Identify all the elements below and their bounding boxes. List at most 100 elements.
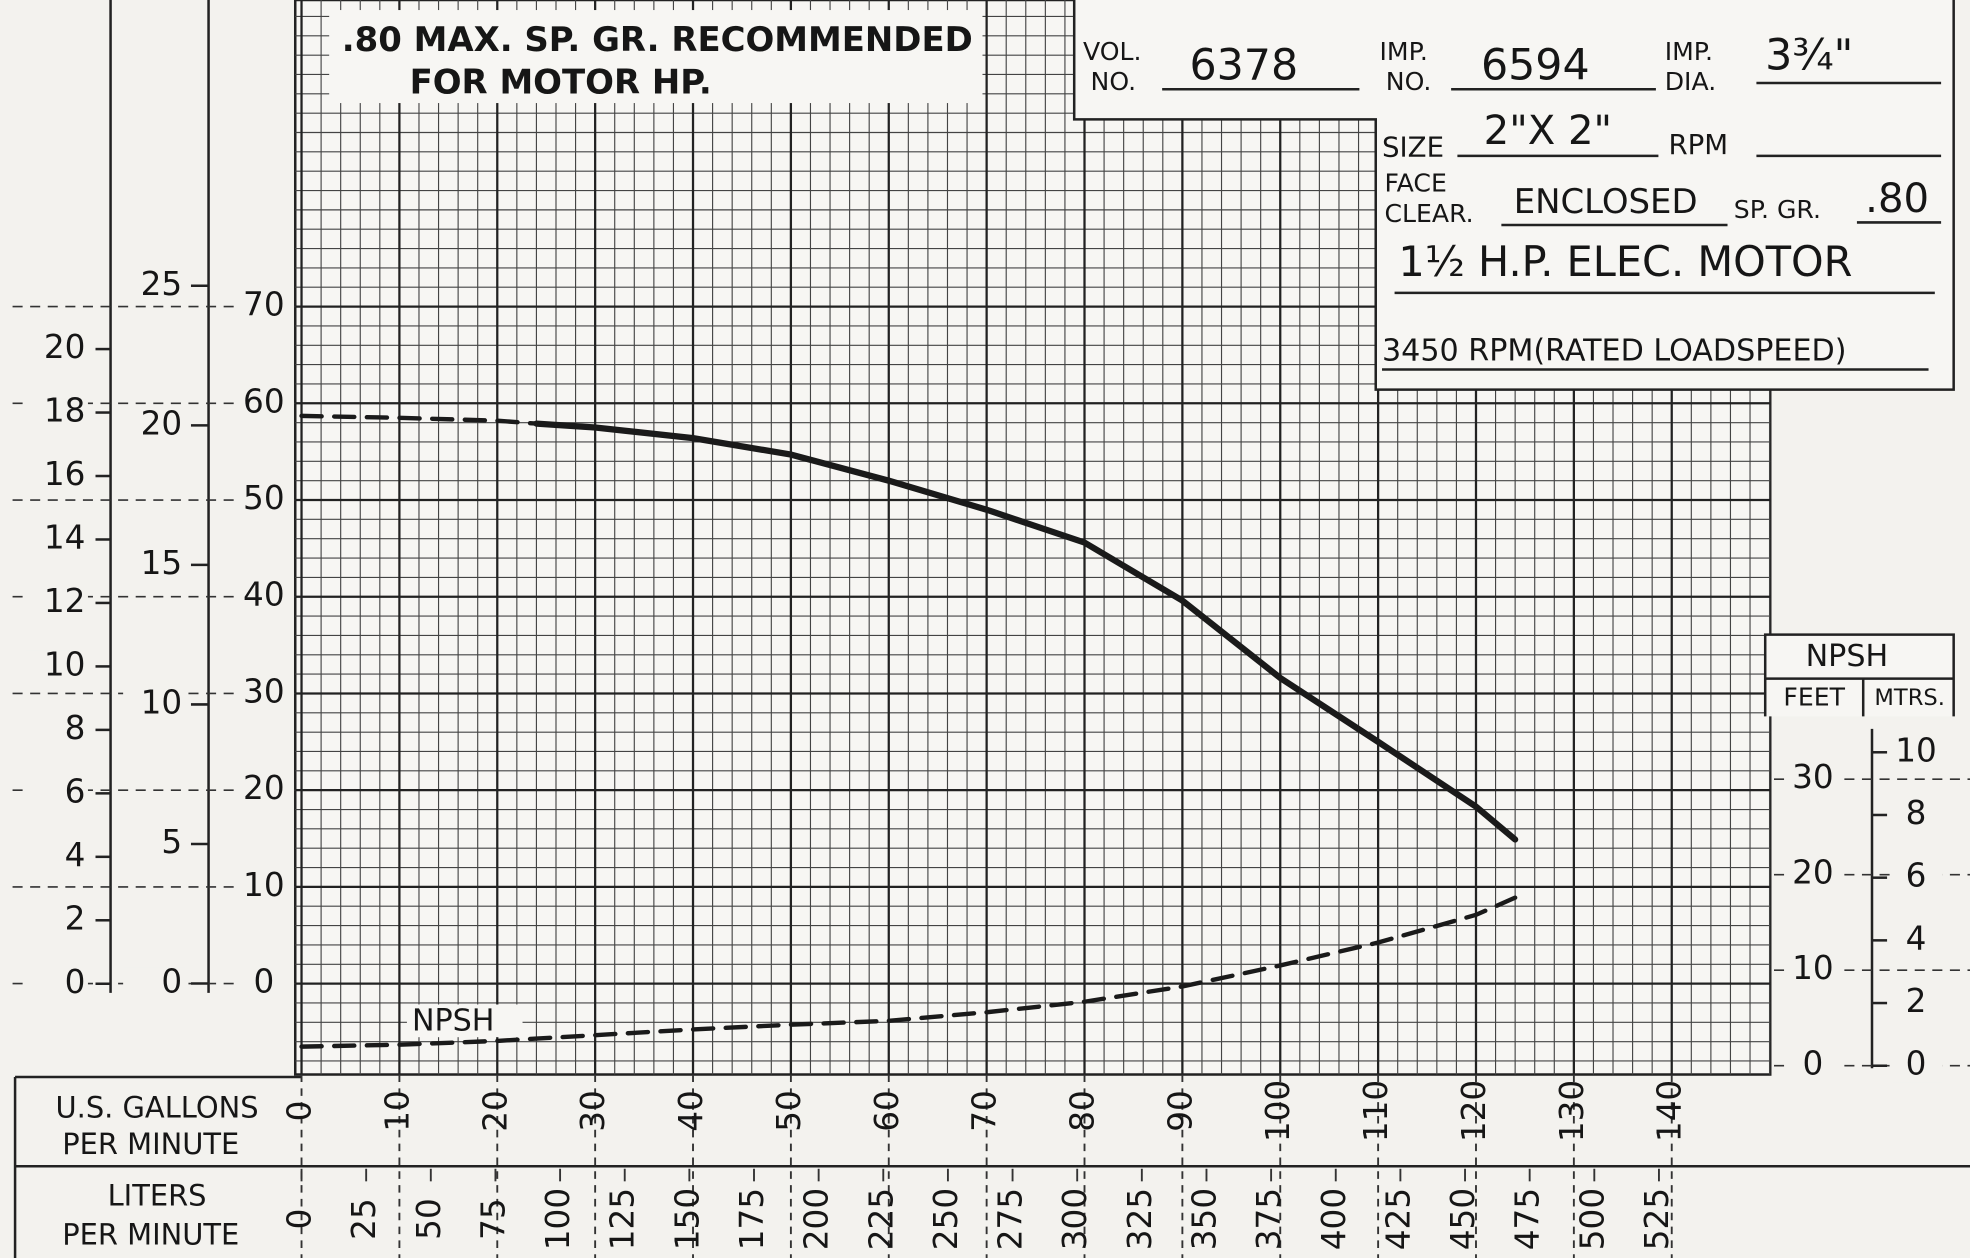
info-label: RPM [1668,128,1728,161]
x-tick-label: 50 [770,1090,808,1132]
x2-tick-label: 400 [1315,1188,1353,1250]
x-tick-label: 140 [1651,1080,1689,1142]
x2-tick-label: 325 [1121,1188,1159,1250]
y-meters-tick-label: 14 [44,518,86,556]
x-tick-label: 60 [868,1090,906,1132]
info-label: FACE [1385,169,1447,198]
label-bg [238,869,289,905]
x2-tick-label: 475 [1509,1188,1547,1250]
label-bg [123,688,186,721]
x2-tick-label: 150 [668,1188,706,1250]
label-bg [406,1004,523,1038]
y-psi-tick-label: 0 [161,963,182,1001]
info-value: 1½ H.P. ELEC. MOTOR [1398,238,1852,286]
x2-tick-label: 375 [1250,1188,1288,1250]
y-tick-label: 10 [243,866,285,904]
y2-unit: MTRS. [1874,685,1945,711]
annotation: .80 MAX. SP. GR. RECOMMENDED [342,20,973,59]
y2-meters-tick-label: 6 [1906,857,1927,895]
label-bg [25,713,88,747]
label-bg [238,966,289,1002]
y2-meters-tick-label: 4 [1906,919,1927,957]
label-bg [123,967,186,1000]
label-bg [123,409,186,442]
x2-tick-label: 525 [1638,1188,1676,1250]
label-bg [25,523,88,556]
x-tick-label: 10 [378,1090,416,1132]
x-label: PER MINUTE [62,1127,239,1161]
x2-tick-label: 300 [1056,1188,1094,1250]
x2-tick-label: 350 [1185,1188,1223,1250]
y2-label: NPSH [1806,639,1889,674]
x2-tick-label: 250 [927,1188,965,1250]
x2-tick-label: 425 [1379,1188,1417,1250]
x2-tick-label: 200 [798,1188,836,1250]
annotation-box [329,10,983,104]
info-value: 3450 RPM(RATED LOADSPEED) [1382,333,1846,368]
y-meters-tick-label: 2 [65,899,86,937]
x-tick-label: 130 [1553,1080,1591,1142]
y-meters-tick-label: 8 [65,709,86,747]
x2-tick-label: 75 [474,1198,512,1240]
label-bg [25,459,88,493]
x2-tick-label: 175 [733,1188,771,1250]
x-tick-label: 100 [1259,1080,1297,1142]
curve [299,413,539,426]
major-grid [295,0,1771,1075]
label-bg [25,840,88,874]
x2-tick-label: 125 [604,1188,642,1250]
info-label: NO. [1091,67,1137,96]
label-bg [1786,761,1840,797]
label-bg [123,548,186,582]
annotation: FOR MOTOR HP. [410,63,712,102]
x-tick-label: 40 [672,1090,710,1132]
info-label: SP. GR. [1734,195,1821,224]
x2-label: PER MINUTE [62,1218,239,1252]
info-value: 6594 [1481,40,1590,90]
y2-unit: FEET [1783,683,1845,712]
x2-tick-label: 500 [1573,1188,1611,1250]
label-bg [238,675,289,712]
x2-tick-label: 100 [539,1188,577,1250]
y-psi-tick-label: 10 [141,683,183,721]
info-value: 6378 [1189,40,1298,90]
label-bg [1892,986,1943,1020]
info-label: VOL. [1083,37,1142,66]
label-bg [1786,1048,1840,1084]
x2-tick-label: 225 [862,1188,900,1250]
x-tick-label: 110 [1357,1080,1395,1142]
x2-tick-label: 25 [345,1198,383,1240]
label-bg [238,385,289,421]
y-tick-label: 60 [243,382,285,420]
label-bg [1892,735,1943,769]
y2-meters-tick-label: 8 [1906,794,1927,832]
info-label: DIA. [1665,67,1716,96]
info-label: SIZE [1382,130,1444,163]
x-tick-label: 30 [574,1090,612,1132]
y-tick-label: 20 [243,769,285,807]
label-bg [1786,952,1840,988]
label-bg [123,827,186,861]
y2-tick-label: 10 [1792,949,1834,987]
label-bg [25,777,88,810]
y-meters-tick-label: 4 [65,836,86,874]
x2-label: LITERS [108,1179,207,1213]
curve [533,420,1519,843]
y-tick-label: 70 [243,286,285,324]
info-label: CLEAR. [1385,199,1474,228]
y2-tick-label: 0 [1803,1045,1824,1083]
y2-meters-tick-label: 10 [1895,731,1937,769]
label-bg [1786,857,1840,893]
series-label: NPSH [412,1004,495,1039]
y-tick-label: 40 [243,576,285,614]
label-bg [1892,861,1943,895]
y2-tick-label: 20 [1792,854,1834,892]
y-meters-tick-label: 18 [44,392,86,430]
label-bg [25,650,88,683]
y2-tick-label: 30 [1792,758,1834,796]
label-bg [238,579,289,615]
y-meters-tick-label: 0 [65,963,86,1001]
x2-tick-label: 50 [410,1198,448,1240]
label-bg [25,332,88,366]
